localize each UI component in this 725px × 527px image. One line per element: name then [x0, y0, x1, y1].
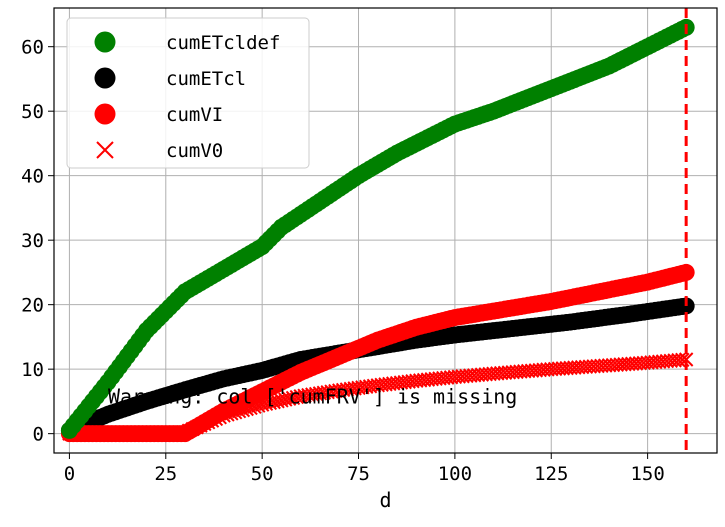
legend-item-cumV0: cumV0: [96, 140, 223, 162]
legend-item-cumETcldef: cumETcldef: [94, 31, 280, 54]
plot-frame: [53, 7, 718, 454]
x-tick-label: 0: [64, 463, 75, 485]
series-cumVI: [60, 263, 695, 443]
ticks-layer: 0 25 50 75 100 125 150 0 10 20 30 40 50 60: [21, 37, 665, 485]
y-tick-label: 60: [21, 37, 44, 59]
y-tick-label: 50: [21, 101, 44, 123]
legend-box: [66, 17, 310, 169]
y-tick-label: 40: [21, 166, 44, 188]
legend-marker: [94, 31, 116, 53]
x-tick-label: 150: [630, 463, 664, 485]
y-tick-label: 20: [21, 295, 44, 317]
x-tick-label: 25: [154, 463, 177, 485]
legend: cumETcldef cumETcl cumVI cumV0: [66, 17, 310, 169]
legend-item-cumETcl: cumETcl: [94, 67, 246, 90]
y-tick-label: 0: [33, 424, 44, 446]
series-cumETcl: [60, 297, 695, 439]
x-axis-label: d: [379, 488, 391, 512]
legend-label: cumETcl: [166, 68, 246, 90]
y-tick-label: 30: [21, 230, 44, 252]
series-layer: [60, 18, 695, 443]
legend-marker: [94, 67, 116, 89]
x-tick-label: 125: [534, 463, 568, 485]
series-cumETcldef: [60, 18, 695, 439]
warning-annotation: Warning: col ['cumFRV'] is missing: [108, 384, 517, 408]
data-point: [678, 352, 694, 367]
legend-label: cumVI: [166, 104, 223, 126]
x-tick-label: 100: [438, 463, 472, 485]
legend-marker: [94, 103, 116, 125]
x-tick-label: 75: [347, 463, 370, 485]
legend-item-cumVI: cumVI: [94, 103, 223, 126]
y-tick-label: 10: [21, 359, 44, 381]
legend-label: cumV0: [166, 140, 223, 162]
x-tick-label: 50: [251, 463, 274, 485]
legend-label: cumETcldef: [166, 32, 280, 54]
legend-marker: [96, 141, 114, 159]
